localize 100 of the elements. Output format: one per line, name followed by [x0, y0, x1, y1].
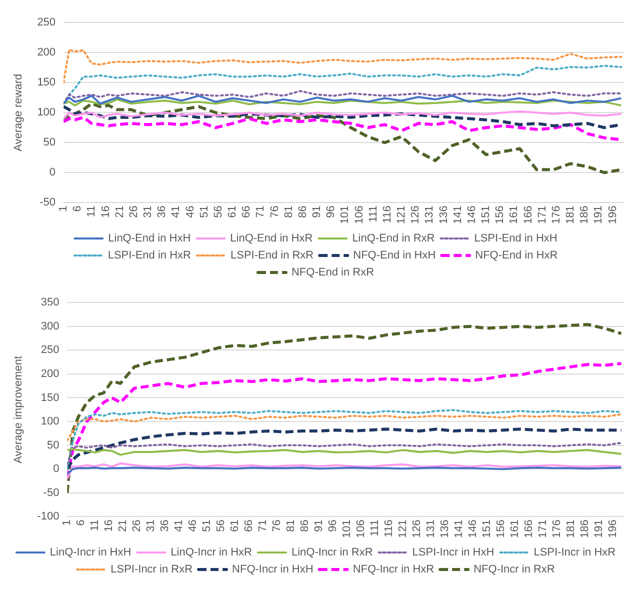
x-tick-label: 101: [341, 520, 354, 538]
x-tick-label: 151: [480, 520, 493, 538]
x-tick-label: 66: [243, 520, 256, 532]
legend-label: NFQ-End in HxR: [475, 250, 558, 262]
x-tick-label: 6: [75, 520, 88, 526]
y-tick-label: -100: [37, 510, 60, 523]
legend-label: LSPI-End in HxH: [474, 232, 558, 245]
x-tick-label: 191: [592, 520, 605, 538]
x-tick-label: 91: [311, 206, 324, 218]
x-tick-label: 146: [466, 206, 478, 224]
x-tick-label: 96: [327, 520, 340, 532]
x-tick-label: 116: [381, 206, 394, 224]
x-tick-label: 106: [353, 206, 366, 224]
legend-label: LinQ-End in RxR: [352, 232, 435, 245]
y-tick-label: 350: [40, 296, 60, 309]
y-axis-title: Average improvement: [12, 356, 25, 464]
line-series: [67, 413, 622, 442]
x-tick-label: 181: [564, 520, 577, 538]
y-tick-label: 100: [37, 106, 56, 119]
x-tick-label: 76: [268, 206, 281, 218]
x-tick-label: 71: [254, 206, 267, 218]
x-tick-label: 81: [282, 206, 295, 218]
x-tick-label: 41: [170, 206, 182, 218]
x-tick-label: 16: [100, 206, 112, 218]
y-axis-title: Average reward: [12, 74, 25, 152]
x-tick-label: 171: [536, 520, 549, 538]
y-tick-label: 150: [40, 392, 60, 404]
legend-label: LSPI-End in HxR: [108, 250, 192, 262]
y-tick-label: 250: [40, 344, 60, 356]
y-tick-label: -50: [40, 196, 56, 209]
x-tick-label: 51: [198, 206, 210, 218]
y-tick-label: 50: [43, 136, 56, 149]
y-tick-label: 0: [49, 166, 56, 179]
x-tick-label: 166: [522, 520, 535, 538]
x-tick-label: 71: [257, 520, 270, 532]
x-tick-label: 161: [508, 520, 521, 538]
legend-label: NFQ-Incr in HxH: [232, 564, 314, 576]
x-tick-label: 126: [410, 206, 422, 224]
x-tick-label: 171: [536, 206, 548, 224]
x-tick-label: 101: [339, 206, 352, 224]
x-tick-label: 116: [383, 520, 396, 538]
x-tick-label: 91: [313, 520, 326, 532]
x-tick-label: 166: [522, 206, 534, 224]
legend-label: LSPI-Incr in RxR: [110, 564, 193, 576]
y-tick-label: 0: [53, 463, 60, 476]
x-tick-label: 56: [215, 520, 228, 532]
x-tick-label: 76: [271, 520, 284, 532]
x-tick-label: 111: [369, 520, 382, 536]
x-tick-label: 21: [117, 520, 130, 532]
x-tick-label: 6: [72, 206, 84, 212]
y-tick-label: -50: [43, 486, 60, 499]
legend-label: LinQ-Incr in HxR: [170, 546, 252, 559]
y-tick-label: 200: [37, 46, 56, 59]
line-series: [67, 409, 622, 470]
x-tick-label: 81: [285, 520, 298, 532]
y-tick-label: 200: [40, 368, 60, 380]
x-tick-label: 36: [159, 520, 172, 532]
x-tick-label: 121: [396, 206, 408, 224]
x-tick-label: 46: [187, 520, 200, 532]
x-tick-label: 51: [201, 520, 214, 532]
x-tick-label: 41: [173, 520, 186, 532]
x-tick-label: 86: [299, 520, 312, 532]
x-tick-label: 106: [355, 520, 368, 538]
x-tick-label: 151: [480, 206, 492, 224]
legend-label: LinQ-End in HxH: [108, 232, 191, 245]
x-tick-label: 176: [550, 206, 562, 224]
x-tick-label: 156: [494, 206, 506, 224]
x-tick-label: 31: [145, 520, 158, 532]
legend-label: LSPI-End in RxR: [230, 250, 314, 262]
x-tick-label: 161: [508, 206, 520, 224]
x-tick-label: 136: [438, 520, 451, 538]
x-tick-label: 31: [142, 206, 154, 218]
legend-label: NFQ-Incr in HxR: [352, 564, 434, 576]
x-tick-label: 21: [114, 206, 126, 218]
x-tick-label: 56: [212, 206, 224, 218]
line-series: [67, 362, 623, 480]
y-tick-label: 50: [46, 439, 60, 452]
line-series: [67, 428, 623, 471]
x-tick-label: 96: [325, 206, 338, 218]
x-tick-label: 36: [156, 206, 168, 218]
legend-label: NFQ-End in HxH: [353, 250, 436, 262]
x-tick-label: 66: [240, 206, 253, 218]
x-tick-label: 46: [184, 206, 196, 218]
x-tick-label: 126: [410, 520, 423, 538]
x-tick-label: 186: [578, 206, 591, 224]
legend-label: NFQ-Incr in RxR: [474, 564, 555, 576]
line-series: [67, 322, 623, 494]
legend-label: LinQ-Incr in HxH: [50, 546, 132, 559]
x-tick-label: 16: [103, 520, 116, 532]
x-tick-label: 1: [58, 206, 70, 212]
x-tick-label: 196: [606, 520, 619, 538]
x-tick-label: 196: [606, 206, 619, 224]
y-tick-label: 150: [37, 76, 56, 89]
x-tick-label: 26: [131, 520, 144, 532]
x-tick-label: 156: [494, 520, 507, 538]
y-tick-label: 300: [40, 320, 60, 332]
x-tick-label: 111: [367, 206, 380, 222]
x-tick-label: 11: [89, 520, 102, 532]
x-tick-label: 11: [86, 206, 98, 218]
x-tick-label: 186: [578, 520, 591, 538]
